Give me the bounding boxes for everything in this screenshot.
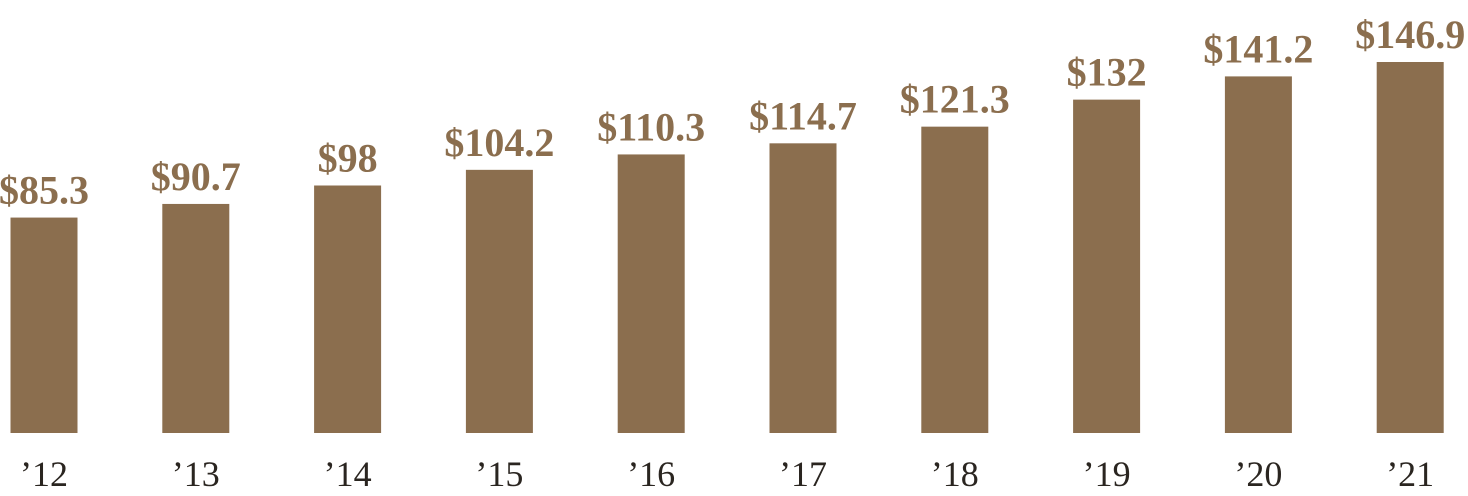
value-label: $104.2	[444, 120, 554, 165]
value-label: $98	[318, 135, 378, 180]
bar	[162, 203, 230, 433]
bar	[1224, 76, 1292, 433]
value-label: $110.3	[597, 104, 705, 149]
x-tick-label: ’14	[324, 454, 372, 494]
bar	[465, 169, 533, 433]
bar	[314, 185, 382, 433]
bar	[1376, 62, 1444, 433]
value-label: $146.9	[1355, 12, 1465, 57]
x-tick-label: ’17	[779, 454, 827, 494]
bar	[10, 217, 78, 433]
x-tick-label: ’12	[20, 454, 68, 494]
x-tick-label: ’15	[475, 454, 523, 494]
bar	[617, 154, 685, 433]
value-label: $141.2	[1203, 26, 1313, 71]
x-tick-label: ’20	[1234, 454, 1282, 494]
x-tick-label: ’18	[931, 454, 979, 494]
x-tick-label: ’13	[172, 454, 220, 494]
value-label: $121.3	[900, 77, 1010, 122]
bar	[921, 126, 989, 433]
x-tick-label: ’16	[627, 454, 675, 494]
bar	[1073, 99, 1141, 433]
value-label: $90.7	[151, 154, 241, 199]
value-label: $85.3	[0, 168, 89, 213]
value-label: $132	[1067, 50, 1147, 95]
x-tick-label: ’19	[1083, 454, 1131, 494]
value-label: $114.7	[749, 93, 857, 138]
x-tick-label: ’21	[1386, 454, 1434, 494]
bar	[769, 143, 837, 433]
